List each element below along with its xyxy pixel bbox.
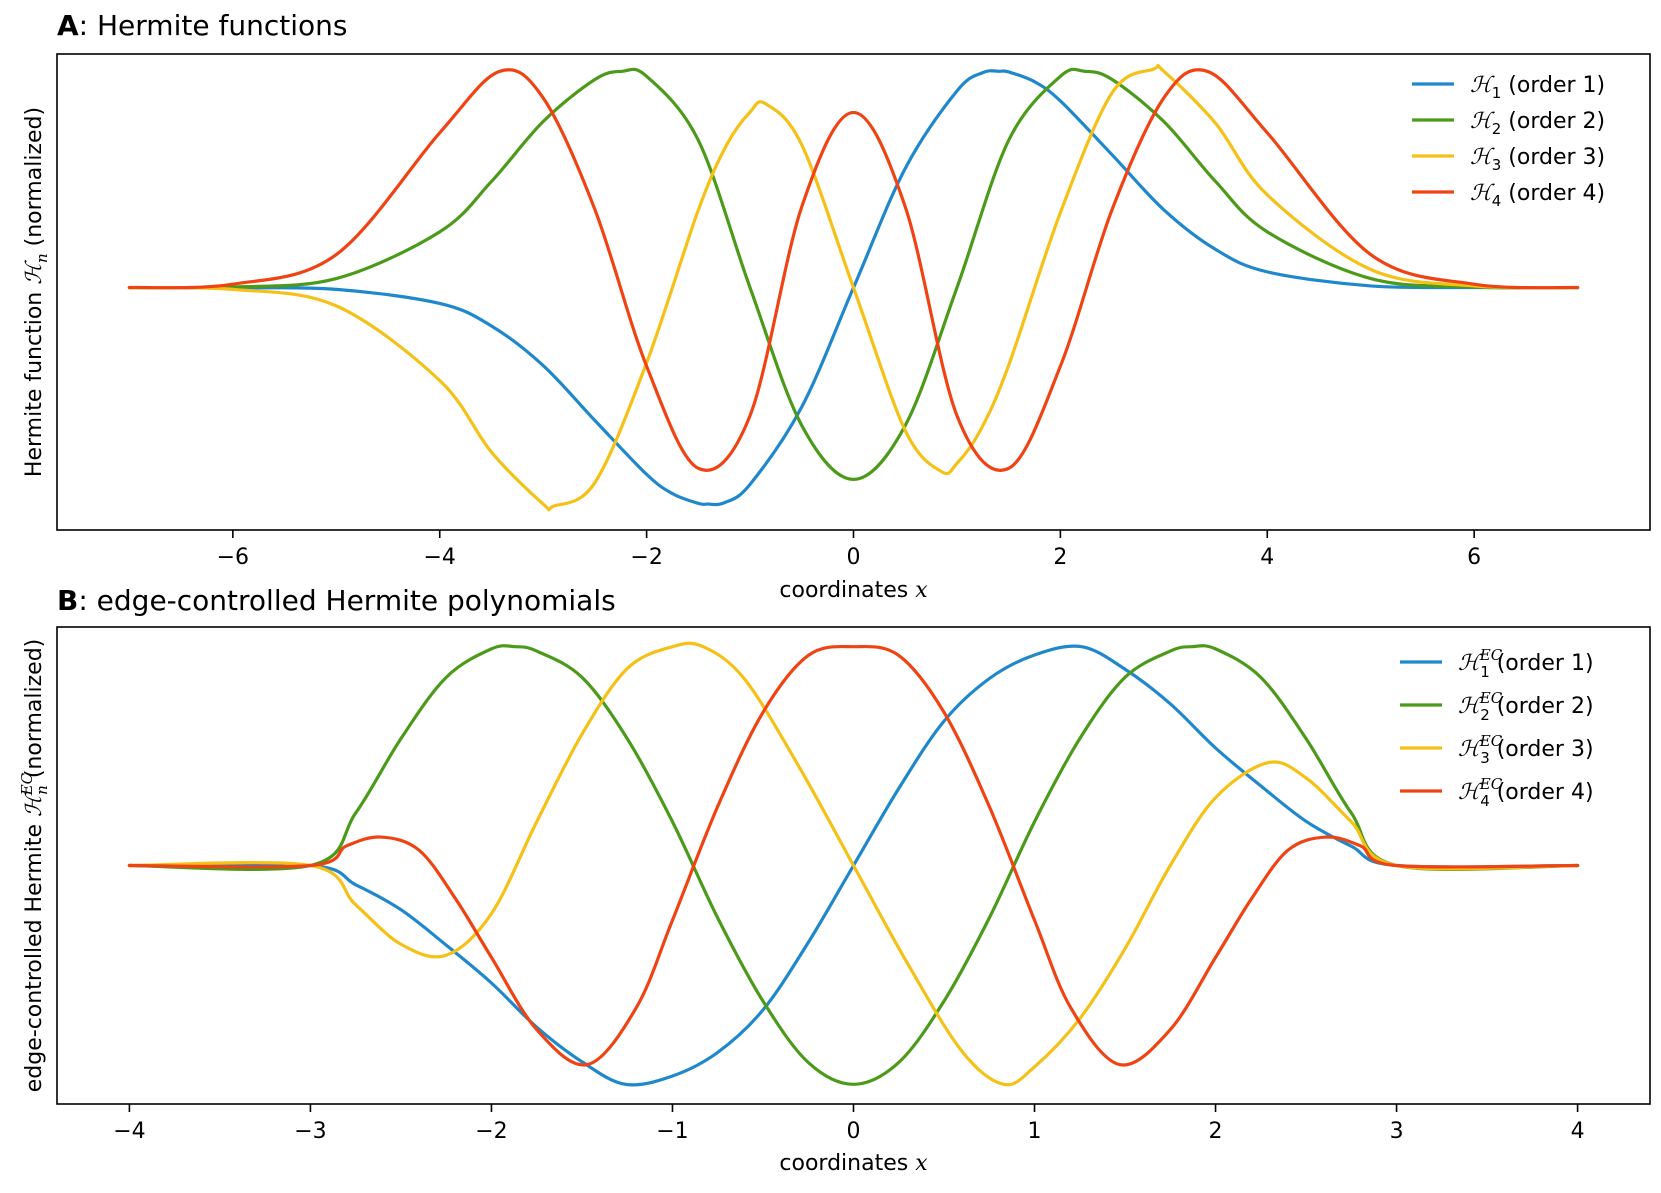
x-tick-label: −2 [630,545,662,570]
legend-label: ℋ2 (order 2) [1470,109,1605,138]
legend-label: ℋ4 (order 4) [1470,181,1605,210]
legend-label: ℋEC 1 (order 1) [1458,646,1594,681]
x-tick-label: −4 [113,1119,145,1144]
legend: ℋEC 1 (order 1) ℋEC 2 (order 2) ℋEC 3 (order … [1400,646,1594,810]
x-tick-label: 2 [1053,545,1067,570]
legend-item-order-3: ℋEC 3 (order 3) [1400,732,1594,767]
legend-item-order-3: ℋ3 (order 3) [1412,145,1605,174]
legend-label: ℋEC 4 (order 4) [1458,775,1594,810]
legend-item-order-2: ℋ2 (order 2) [1412,109,1605,138]
series-line-order-3 [127,641,1580,1087]
series-line-order-2 [127,644,1580,1086]
x-tick-label: 0 [847,545,861,570]
x-tick-label: −1 [656,1119,688,1144]
x-tick-label: 1 [1028,1119,1042,1144]
x-tick-label: −2 [475,1119,507,1144]
panel-a: A: Hermite functions −6 −4 −2 0 2 4 6 coordinate… [22,9,1651,603]
legend-item-order-2: ℋEC 2 (order 2) [1400,689,1594,724]
legend-item-order-4: ℋEC 4 (order 4) [1400,775,1594,810]
x-tick-label: −4 [424,545,456,570]
y-axis-label: edge-controlled Hermite ℋECn (normalized… [18,639,51,1093]
x-tick-label: 2 [1209,1119,1223,1144]
x-tick-label: 0 [847,1119,861,1144]
series-line-order-2 [127,67,1580,481]
series-line-order-4 [127,644,1580,1067]
panel-title: B: edge-controlled Hermite polynomials [57,584,616,617]
x-tick-label: −3 [294,1119,326,1144]
plot-lines [127,641,1580,1087]
panel-b: B: edge-controlled Hermite polynomials −4… [18,584,1651,1176]
legend-item-order-1: ℋ1 (order 1) [1412,73,1605,102]
y-axis-label: Hermite function ℋn (normalized) [22,107,51,477]
plot-lines [127,63,1580,512]
series-line-order-3 [127,63,1580,512]
series-line-order-4 [127,68,1580,472]
x-tick-label: 4 [1571,1119,1585,1144]
panel-title: A: Hermite functions [57,9,347,42]
legend-label: ℋEC 3 (order 3) [1458,732,1594,767]
legend-item-order-1: ℋEC 1 (order 1) [1400,646,1594,681]
x-axis-label: coordinates x [779,1151,928,1176]
legend: ℋ1 (order 1) ℋ2 (order 2) ℋ3 (order 3) ℋ4 (… [1412,73,1605,210]
x-axis-label: coordinates x [779,578,928,603]
legend-label: ℋ1 (order 1) [1470,73,1605,102]
x-tick-label: 6 [1467,545,1481,570]
legend-label: ℋEC 2 (order 2) [1458,689,1594,724]
x-tick-label: 4 [1260,545,1274,570]
legend-label: ℋ3 (order 3) [1470,145,1605,174]
legend-item-order-4: ℋ4 (order 4) [1412,181,1605,210]
x-tick-label: 3 [1390,1119,1404,1144]
x-tick-label: −6 [217,545,249,570]
